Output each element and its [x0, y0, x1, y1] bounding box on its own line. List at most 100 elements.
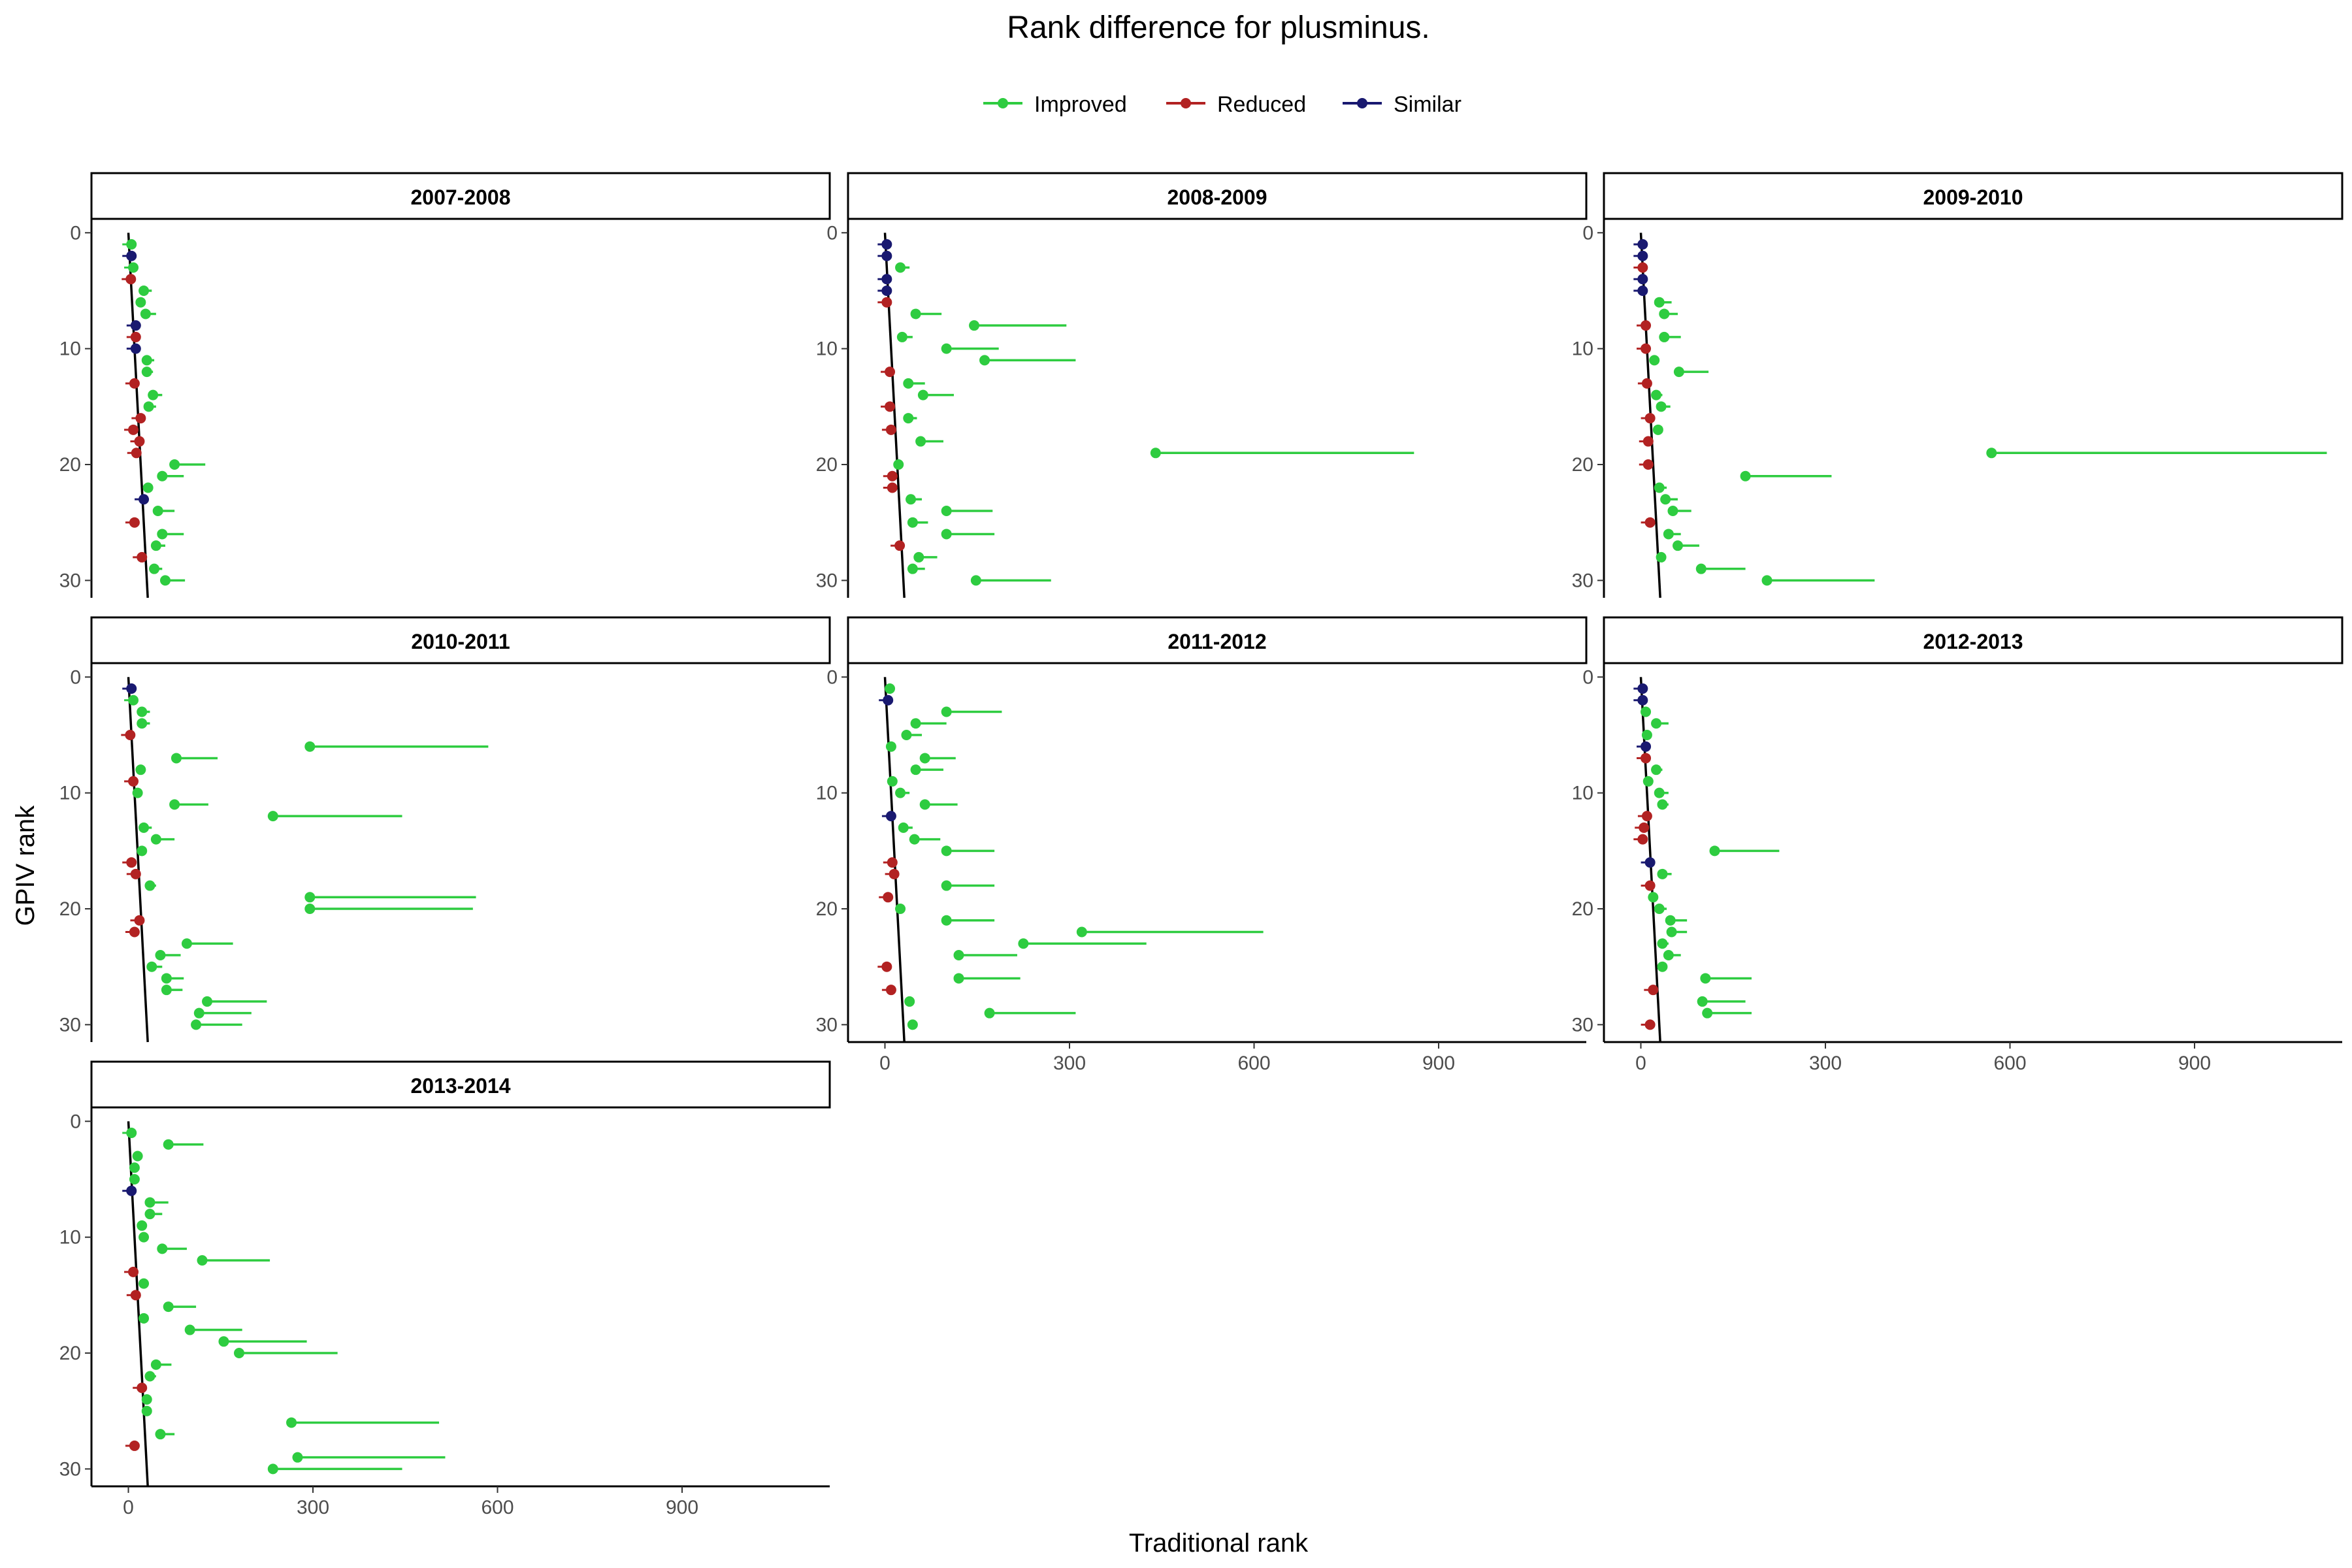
data-point-improved [161, 985, 172, 996]
legend-key-improved [998, 98, 1008, 108]
data-point-improved [1663, 529, 1674, 540]
facet-2013-2014: 2013-2014 0 300 600 900 0 10 20 30 [59, 1060, 831, 1518]
data-point-improved [904, 996, 915, 1007]
data-point-similar [881, 250, 892, 261]
data-point-improved [970, 575, 981, 586]
data-point-similar [881, 274, 892, 285]
data-point-improved [160, 575, 171, 586]
data-point-reduced [131, 448, 142, 459]
data-point-similar [139, 494, 150, 505]
data-point-improved [907, 517, 918, 528]
facet-strip [847, 616, 1588, 664]
data-point-improved [218, 1336, 229, 1347]
x-tick-label: 0 [1635, 1053, 1646, 1074]
data-point-improved [1651, 718, 1662, 729]
facet-2007-2008: 2007-2008 0 10 20 30 [59, 172, 831, 598]
data-point-improved [1657, 961, 1668, 972]
data-point-improved [139, 1313, 150, 1324]
data-point-improved [163, 1301, 174, 1313]
data-point-reduced [129, 517, 140, 528]
y-tick-label: 10 [59, 783, 81, 804]
data-point-reduced [894, 540, 906, 551]
data-point-improved [941, 880, 952, 891]
x-tick-label: 300 [297, 1497, 329, 1518]
data-point-improved [184, 1324, 195, 1335]
data-point-improved [906, 494, 917, 505]
y-tick-label: 30 [59, 570, 81, 591]
facet-label: 2012-2013 [1923, 630, 2023, 653]
data-point-reduced [889, 868, 900, 879]
data-point-improved [941, 915, 952, 926]
data-point-improved [1150, 448, 1161, 459]
x-tick-label: 600 [1237, 1053, 1270, 1074]
data-point-improved [1642, 776, 1654, 787]
y-tick-label: 20 [59, 1343, 81, 1364]
y-tick-label: 10 [1572, 783, 1593, 804]
data-point-improved [129, 1173, 140, 1184]
x-tick-label: 300 [1809, 1053, 1842, 1074]
facet-label: 2008-2009 [1167, 186, 1267, 209]
data-point-reduced [129, 378, 140, 389]
data-point-improved [137, 1220, 148, 1231]
data-point-reduced [883, 892, 894, 903]
y-tick-label: 30 [1572, 1014, 1593, 1036]
facet-2011-2012: 2011-2012 0 300 600 900 0 10 20 30 [816, 616, 1588, 1074]
chart-title: Rank difference for plusminus. [1007, 10, 1429, 45]
data-point-reduced [887, 857, 898, 868]
data-point-improved [129, 1162, 140, 1173]
data-point-reduced [128, 776, 139, 787]
data-point-improved [149, 563, 160, 574]
data-point-improved [907, 1019, 918, 1030]
legend-label-improved: Improved [1034, 92, 1127, 117]
data-point-improved [169, 799, 180, 810]
data-point-improved [141, 1405, 152, 1416]
data-point-reduced [125, 274, 137, 285]
data-point-improved [895, 262, 906, 273]
data-point-reduced [1644, 413, 1656, 424]
data-point-improved [163, 1139, 174, 1150]
data-point-improved [135, 764, 146, 776]
data-point-improved [1018, 938, 1029, 949]
data-point-reduced [1644, 1019, 1656, 1030]
data-point-reduced [137, 1382, 148, 1394]
data-point-improved [150, 834, 161, 845]
data-point-improved [896, 331, 907, 342]
data-point-improved [1654, 297, 1665, 308]
y-axis-label: GPIV rank [11, 805, 40, 926]
x-axis-label: Traditional rank [1129, 1529, 1309, 1558]
data-point-similar [130, 343, 141, 354]
data-point-improved [267, 811, 278, 822]
y-tick-label: 10 [59, 338, 81, 360]
legend: Improved Reduced Similar [983, 92, 1462, 117]
data-point-improved [141, 367, 152, 378]
data-point-improved [139, 285, 150, 296]
data-point-improved [1666, 926, 1677, 938]
data-point-improved [171, 753, 182, 764]
data-point-reduced [129, 926, 140, 938]
y-tick-label: 30 [816, 570, 838, 591]
data-point-reduced [130, 1290, 141, 1301]
data-point-similar [126, 1185, 137, 1196]
facet-label: 2007-2008 [410, 186, 510, 209]
facet-2008-2009: 2008-2009 0 10 20 30 [816, 172, 1588, 598]
data-point-reduced [1642, 436, 1654, 447]
y-tick-label: 30 [816, 1014, 838, 1036]
data-point-improved [885, 683, 896, 694]
data-point-similar [1644, 857, 1656, 868]
data-point-improved [139, 1278, 150, 1289]
data-point-improved [910, 718, 921, 729]
data-point-improved [953, 949, 964, 960]
data-point-reduced [129, 1440, 140, 1451]
facet-label: 2013-2014 [410, 1074, 510, 1098]
data-point-reduced [885, 985, 896, 996]
data-point-improved [1656, 401, 1667, 412]
data-point-reduced [1639, 822, 1650, 833]
y-tick-label: 0 [70, 666, 81, 688]
y-tick-label: 10 [816, 338, 838, 360]
data-point-improved [137, 718, 148, 729]
facet-strip [847, 172, 1588, 220]
data-point-improved [128, 262, 139, 273]
data-point-similar [1637, 683, 1648, 694]
data-point-improved [1660, 494, 1671, 505]
data-point-improved [1673, 367, 1684, 378]
